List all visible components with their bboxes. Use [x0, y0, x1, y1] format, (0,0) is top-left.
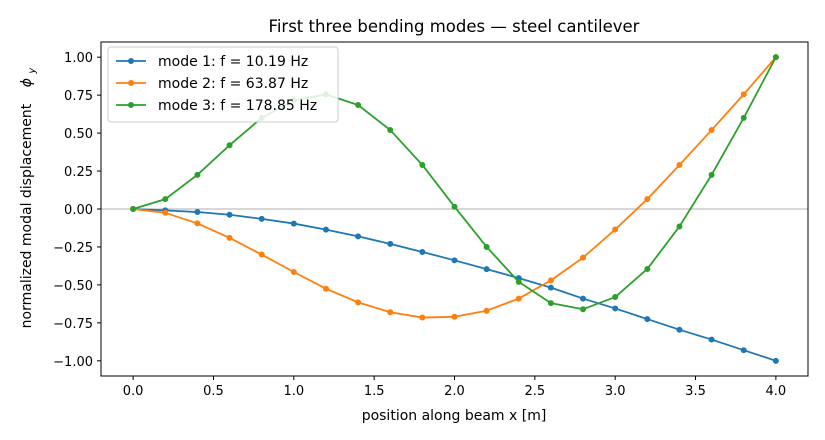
data-point — [772, 54, 779, 61]
y-tick-label: 0.00 — [64, 203, 93, 218]
data-point — [322, 226, 329, 233]
legend-label: mode 2: f = 63.87 Hz — [158, 76, 308, 92]
data-point — [322, 285, 329, 292]
data-point — [258, 215, 265, 222]
data-point — [580, 254, 587, 261]
legend-box — [107, 46, 339, 123]
data-point — [772, 357, 779, 364]
y-tick-label: −0.50 — [53, 279, 93, 294]
y-tick-label: −0.75 — [53, 317, 93, 332]
chart-title: First three bending modes — steel cantil… — [269, 17, 640, 36]
data-point — [258, 251, 265, 258]
x-tick-label: 3.5 — [685, 384, 706, 399]
x-axis-label: position along beam x [m] — [362, 408, 547, 424]
data-point — [676, 326, 683, 333]
plot-area — [100, 41, 809, 377]
data-point — [387, 127, 394, 134]
data-point — [547, 284, 554, 291]
y-tick-label: 0.50 — [64, 127, 93, 142]
data-point — [676, 161, 683, 168]
x-tick-label: 4.0 — [766, 384, 787, 399]
data-point — [740, 347, 747, 354]
data-point — [226, 211, 233, 218]
legend-item: mode 3: f = 178.85 Hz — [116, 98, 317, 114]
y-tick-label: −0.25 — [53, 241, 93, 256]
x-axis: 0.0 0.5 1.0 1.5 2.0 2.5 3.0 3.5 4.0 — [123, 376, 786, 399]
data-point — [451, 203, 458, 210]
y-tick-label: 1.00 — [64, 51, 93, 66]
data-point — [547, 277, 554, 284]
data-point — [419, 314, 426, 321]
data-point — [162, 209, 169, 216]
data-point — [419, 248, 426, 255]
data-point — [162, 196, 169, 203]
data-point — [226, 142, 233, 149]
data-point — [419, 161, 426, 168]
svg-text:normalized modal displacement: normalized modal displacement ϕ y — [19, 67, 38, 329]
data-point — [580, 306, 587, 313]
data-point — [580, 295, 587, 302]
data-point — [547, 300, 554, 307]
data-point — [740, 91, 747, 98]
data-point — [451, 313, 458, 320]
y-tick-label: 0.75 — [64, 89, 93, 104]
data-point — [355, 233, 362, 240]
data-point — [290, 220, 297, 227]
data-point — [740, 114, 747, 121]
y-axis-label: normalized modal displacement — [19, 103, 35, 328]
series-layer — [130, 54, 779, 364]
x-tick-label: 0.5 — [203, 384, 224, 399]
data-point — [612, 305, 619, 312]
y-axis-symbol: ϕ — [19, 78, 35, 87]
y-tick-label: −1.00 — [53, 355, 93, 370]
data-point — [644, 196, 651, 203]
legend-label: mode 1: f = 10.19 Hz — [158, 54, 308, 70]
series-line — [133, 208, 777, 362]
data-point — [708, 127, 715, 134]
data-point — [387, 309, 394, 316]
data-point — [290, 269, 297, 276]
legend-marker — [128, 80, 134, 86]
data-point — [612, 294, 619, 301]
data-point — [226, 234, 233, 241]
legend-marker — [128, 58, 134, 64]
data-point — [194, 220, 201, 227]
data-point — [194, 209, 201, 216]
x-tick-label: 2.5 — [524, 384, 545, 399]
legend-item: mode 2: f = 63.87 Hz — [116, 76, 308, 92]
data-point — [515, 295, 522, 302]
data-point — [515, 278, 522, 285]
legend-label: mode 3: f = 178.85 Hz — [158, 98, 317, 114]
y-axis-label-group: normalized modal displacement ϕ y — [19, 67, 38, 329]
data-point — [194, 171, 201, 178]
x-tick-label: 1.5 — [364, 384, 385, 399]
x-tick-label: 1.0 — [283, 384, 304, 399]
data-point — [355, 102, 362, 109]
data-point — [451, 257, 458, 264]
x-tick-label: 3.0 — [605, 384, 626, 399]
legend-item: mode 1: f = 10.19 Hz — [116, 54, 308, 70]
data-point — [612, 226, 619, 233]
y-axis: 1.00 0.75 0.50 0.25 0.00 −0.25 −0.50 −0.75 −1.00 — [53, 51, 101, 370]
x-tick-label: 0.0 — [123, 384, 144, 399]
data-point — [708, 336, 715, 343]
legend-marker — [128, 102, 134, 108]
data-point — [708, 171, 715, 178]
data-point — [676, 223, 683, 230]
data-point — [483, 243, 490, 250]
data-point — [483, 307, 490, 314]
legend: mode 1: f = 10.19 Hz mode 2: f = 63.87 Hz… — [107, 46, 339, 123]
data-point — [644, 316, 651, 323]
data-point — [355, 299, 362, 306]
data-point — [130, 206, 137, 212]
series-1 — [130, 206, 779, 364]
y-tick-label: 0.25 — [64, 165, 93, 180]
data-point — [387, 240, 394, 247]
data-point — [483, 266, 490, 273]
data-point — [644, 265, 651, 272]
x-tick-label: 2.0 — [444, 384, 465, 399]
y-axis-symbol-subscript: y — [27, 67, 38, 75]
